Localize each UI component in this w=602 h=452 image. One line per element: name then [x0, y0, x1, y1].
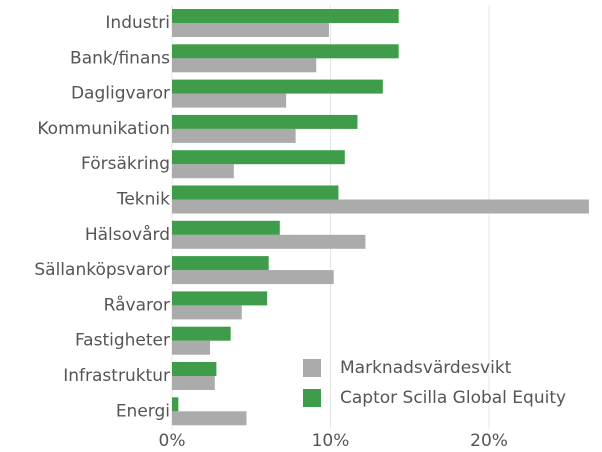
y-tick-label: Sällanköpsvaror — [34, 260, 170, 280]
bar — [172, 93, 287, 108]
y-tick-label: Råvaror — [104, 294, 170, 315]
y-tick-label: Bank/finans — [70, 48, 170, 68]
bar — [172, 340, 211, 355]
bar — [172, 58, 317, 73]
legend-label: Marknadsvärdesvikt — [340, 358, 512, 378]
legend-swatch — [303, 389, 321, 407]
bar — [172, 234, 366, 249]
y-tick-label: Infrastruktur — [63, 366, 170, 386]
bar — [172, 114, 358, 129]
bar — [172, 185, 339, 200]
x-tick-label: 20% — [470, 431, 508, 451]
y-tick-label: Kommunikation — [37, 119, 170, 139]
bar — [172, 397, 179, 412]
x-tick-label: 10% — [312, 431, 350, 451]
y-tick-label: Industri — [105, 13, 170, 33]
bar — [172, 326, 231, 341]
bar — [172, 270, 334, 285]
y-tick-label: Dagligvaror — [71, 84, 170, 104]
y-tick-label: Energi — [116, 401, 170, 421]
bar — [172, 376, 215, 390]
y-tick-label: Fastigheter — [75, 331, 170, 351]
bar — [172, 128, 296, 143]
bar — [172, 256, 269, 271]
bar — [172, 44, 399, 59]
legend-swatch — [303, 359, 321, 377]
x-tick-label: 0% — [159, 431, 186, 451]
bar — [172, 23, 329, 37]
legend-label: Captor Scilla Global Equity — [340, 388, 566, 408]
bar — [172, 411, 247, 426]
bar — [172, 164, 234, 179]
y-tick-label: Försäkring — [81, 154, 170, 174]
y-tick-label: Hälsovård — [85, 224, 170, 245]
bar — [172, 79, 383, 94]
bar — [172, 362, 217, 376]
bar — [172, 9, 399, 23]
bar — [172, 150, 345, 165]
bar — [172, 291, 268, 306]
bar — [172, 199, 589, 214]
bar — [172, 220, 280, 235]
bar — [172, 305, 242, 320]
y-tick-label: Teknik — [116, 190, 170, 210]
